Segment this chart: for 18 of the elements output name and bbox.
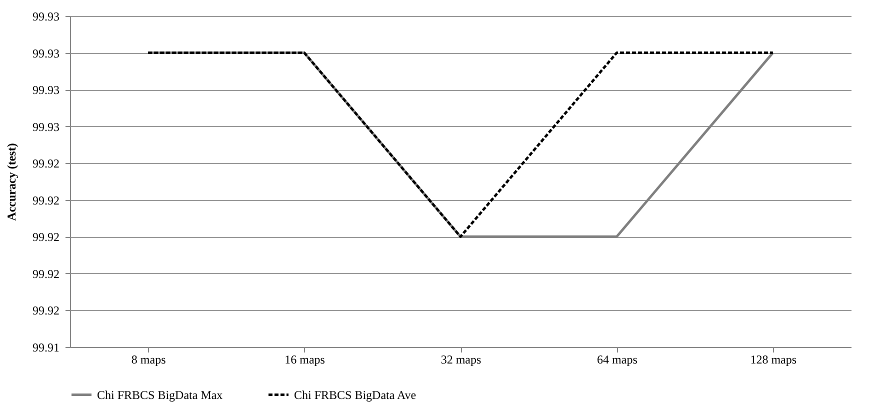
y-tick-label: 99.92	[32, 304, 60, 318]
y-tick-label: 99.92	[32, 230, 60, 244]
y-tick-label: 99.93	[32, 46, 60, 60]
x-tick-label: 8 maps	[131, 352, 166, 366]
y-axis-title: Accuracy (test)	[4, 143, 18, 221]
x-tick-label: 64 maps	[597, 352, 638, 366]
legend-label: Chi FRBCS BigData Max	[97, 388, 223, 402]
x-tick-label: 128 maps	[750, 352, 797, 366]
legend-label: Chi FRBCS BigData Ave	[294, 388, 416, 402]
y-tick-label: 99.92	[32, 156, 60, 171]
x-tick-label: 32 maps	[440, 352, 482, 366]
y-tick-label: 99.92	[32, 193, 60, 208]
y-tick-label: 99.93	[32, 10, 60, 24]
y-tick-label: 99.93	[32, 120, 60, 134]
y-tick-label: 99.93	[32, 83, 60, 98]
x-tick-label: 16 maps	[284, 352, 326, 366]
y-tick-label: 99.91	[32, 340, 60, 354]
y-tick-label: 99.92	[32, 266, 60, 281]
